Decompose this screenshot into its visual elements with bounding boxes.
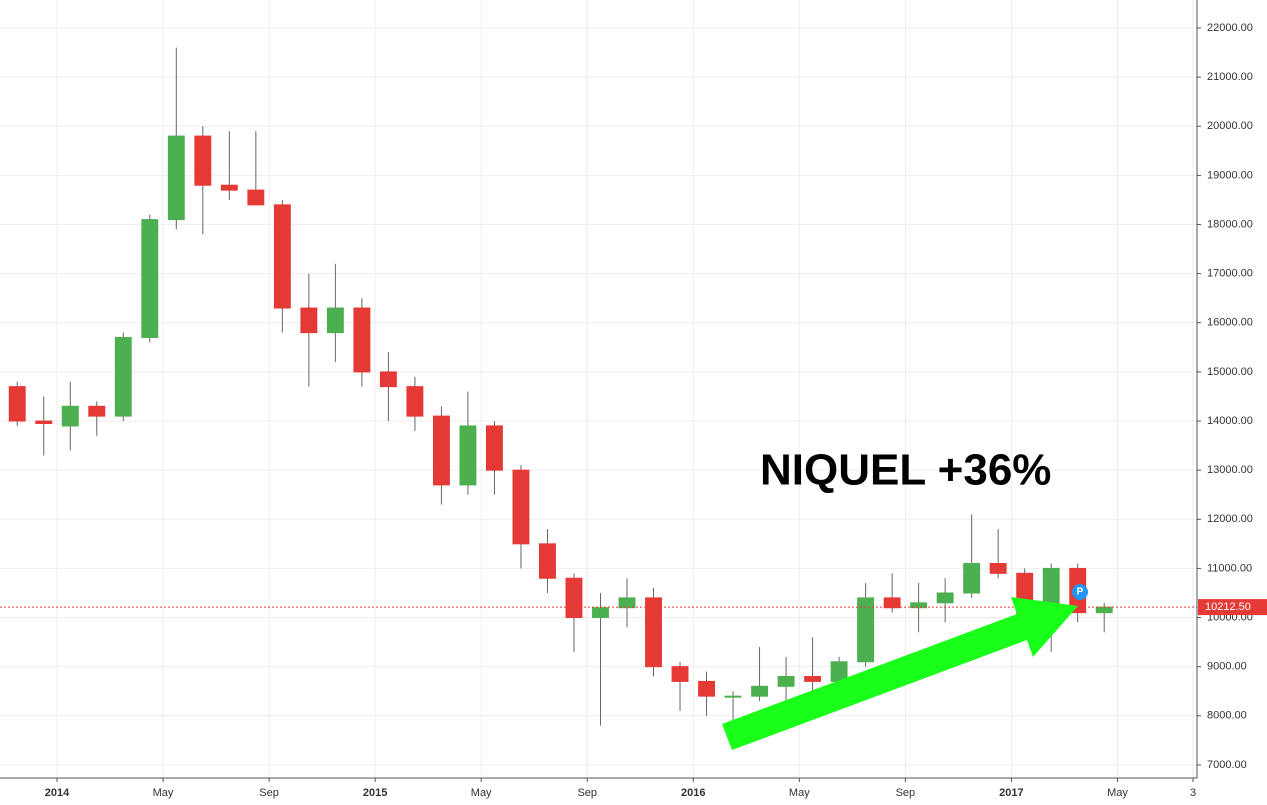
candle-body (61, 405, 79, 427)
x-tick-label: Sep (259, 787, 279, 799)
candle-body (512, 469, 530, 545)
last-price-box (1198, 599, 1267, 616)
y-tick-label: 16000.00 (1207, 317, 1253, 329)
candle-body (406, 386, 424, 417)
candle-body (698, 680, 715, 697)
candle-body (8, 386, 26, 422)
candle-body (326, 307, 344, 334)
x-tick-label: May (153, 787, 174, 799)
y-tick-label: 14000.00 (1207, 415, 1253, 427)
x-tick-label: 2016 (681, 787, 705, 799)
candle-body (1095, 606, 1113, 614)
y-tick-label: 17000.00 (1207, 268, 1253, 280)
candle-body (539, 543, 556, 579)
candle-body (35, 420, 53, 424)
candle-body (671, 666, 689, 682)
candle-body (645, 597, 662, 668)
candle-body (857, 597, 875, 663)
candle-body (592, 607, 609, 619)
x-tick-label: 2017 (999, 787, 1023, 799)
x-tick-label: May (471, 787, 492, 799)
candle-body (247, 189, 265, 206)
candle-body (88, 405, 106, 417)
marker-icon-text: P (1077, 587, 1084, 598)
candle-body (220, 184, 238, 191)
candles-group (0, 47, 1197, 726)
y-tick-label: 19000.00 (1207, 169, 1253, 181)
candle-body (883, 597, 901, 609)
grid-group (0, 0, 1197, 778)
candle-body (724, 695, 742, 698)
x-tick-label: May (1107, 787, 1128, 799)
x-tick-label: 3 (1190, 787, 1196, 799)
y-tick-label: 15000.00 (1207, 366, 1253, 378)
candle-body (379, 371, 397, 388)
candle-body (618, 597, 636, 609)
candle-body (114, 337, 132, 417)
candle-body (459, 425, 477, 486)
x-tick-label: May (789, 787, 810, 799)
candle-body (963, 563, 981, 594)
candle-body (804, 676, 822, 682)
y-tick-label: 21000.00 (1207, 71, 1253, 83)
candle-body (751, 685, 769, 697)
candle-body (910, 602, 928, 609)
x-tick-label: 2014 (45, 787, 70, 799)
candle-body (936, 592, 954, 604)
last-price-label: 10212.50 (1205, 601, 1251, 613)
axes-group: 7000.008000.009000.0010000.0011000.00120… (45, 22, 1267, 799)
candle-body (353, 307, 371, 373)
marker-icon (1072, 584, 1088, 600)
candle-body (300, 307, 318, 334)
y-tick-label: 11000.00 (1207, 562, 1252, 574)
candle-body (432, 415, 450, 486)
candle-body (273, 204, 291, 309)
y-tick-label: 12000.00 (1207, 513, 1253, 525)
candle-body (777, 676, 795, 687)
x-tick-label: Sep (896, 787, 916, 799)
y-tick-label: 22000.00 (1207, 22, 1253, 34)
candle-body (989, 563, 1007, 574)
candle-body (167, 135, 185, 221)
candle-body (485, 425, 503, 471)
y-tick-label: 20000.00 (1207, 120, 1253, 132)
x-tick-label: Sep (577, 787, 597, 799)
candle-body (565, 577, 583, 619)
y-tick-label: 7000.00 (1207, 759, 1247, 771)
annotation: NIQUEL +36% (760, 446, 1051, 495)
y-tick-label: 18000.00 (1207, 218, 1253, 230)
y-tick-label: 8000.00 (1207, 710, 1247, 722)
candle-body (194, 135, 212, 186)
candle-body (141, 219, 159, 339)
trend-arrow (722, 597, 1078, 750)
x-tick-label: 2015 (363, 787, 387, 799)
y-tick-label: 9000.00 (1207, 661, 1247, 673)
y-tick-label: 13000.00 (1207, 464, 1253, 476)
